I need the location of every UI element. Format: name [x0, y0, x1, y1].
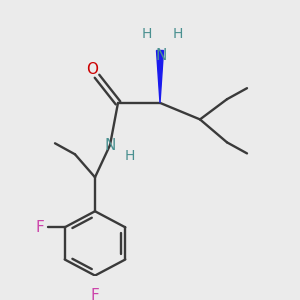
Text: N: N — [104, 138, 116, 153]
Text: H: H — [173, 27, 183, 41]
Text: H: H — [142, 27, 152, 41]
Polygon shape — [157, 50, 164, 103]
Text: H: H — [125, 149, 135, 163]
Text: F: F — [35, 220, 44, 235]
Text: O: O — [86, 62, 98, 77]
Text: F: F — [91, 288, 99, 300]
Text: N: N — [155, 48, 167, 63]
